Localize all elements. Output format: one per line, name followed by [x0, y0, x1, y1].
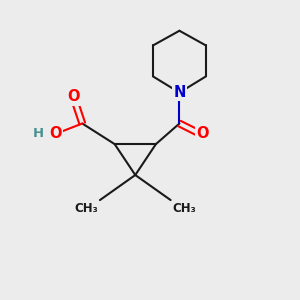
Text: O: O	[196, 126, 209, 141]
Text: CH₃: CH₃	[172, 202, 196, 214]
Text: O: O	[49, 126, 61, 141]
Text: N: N	[173, 85, 186, 100]
Text: O: O	[67, 89, 80, 104]
Text: CH₃: CH₃	[75, 202, 98, 214]
Text: H: H	[32, 127, 44, 140]
